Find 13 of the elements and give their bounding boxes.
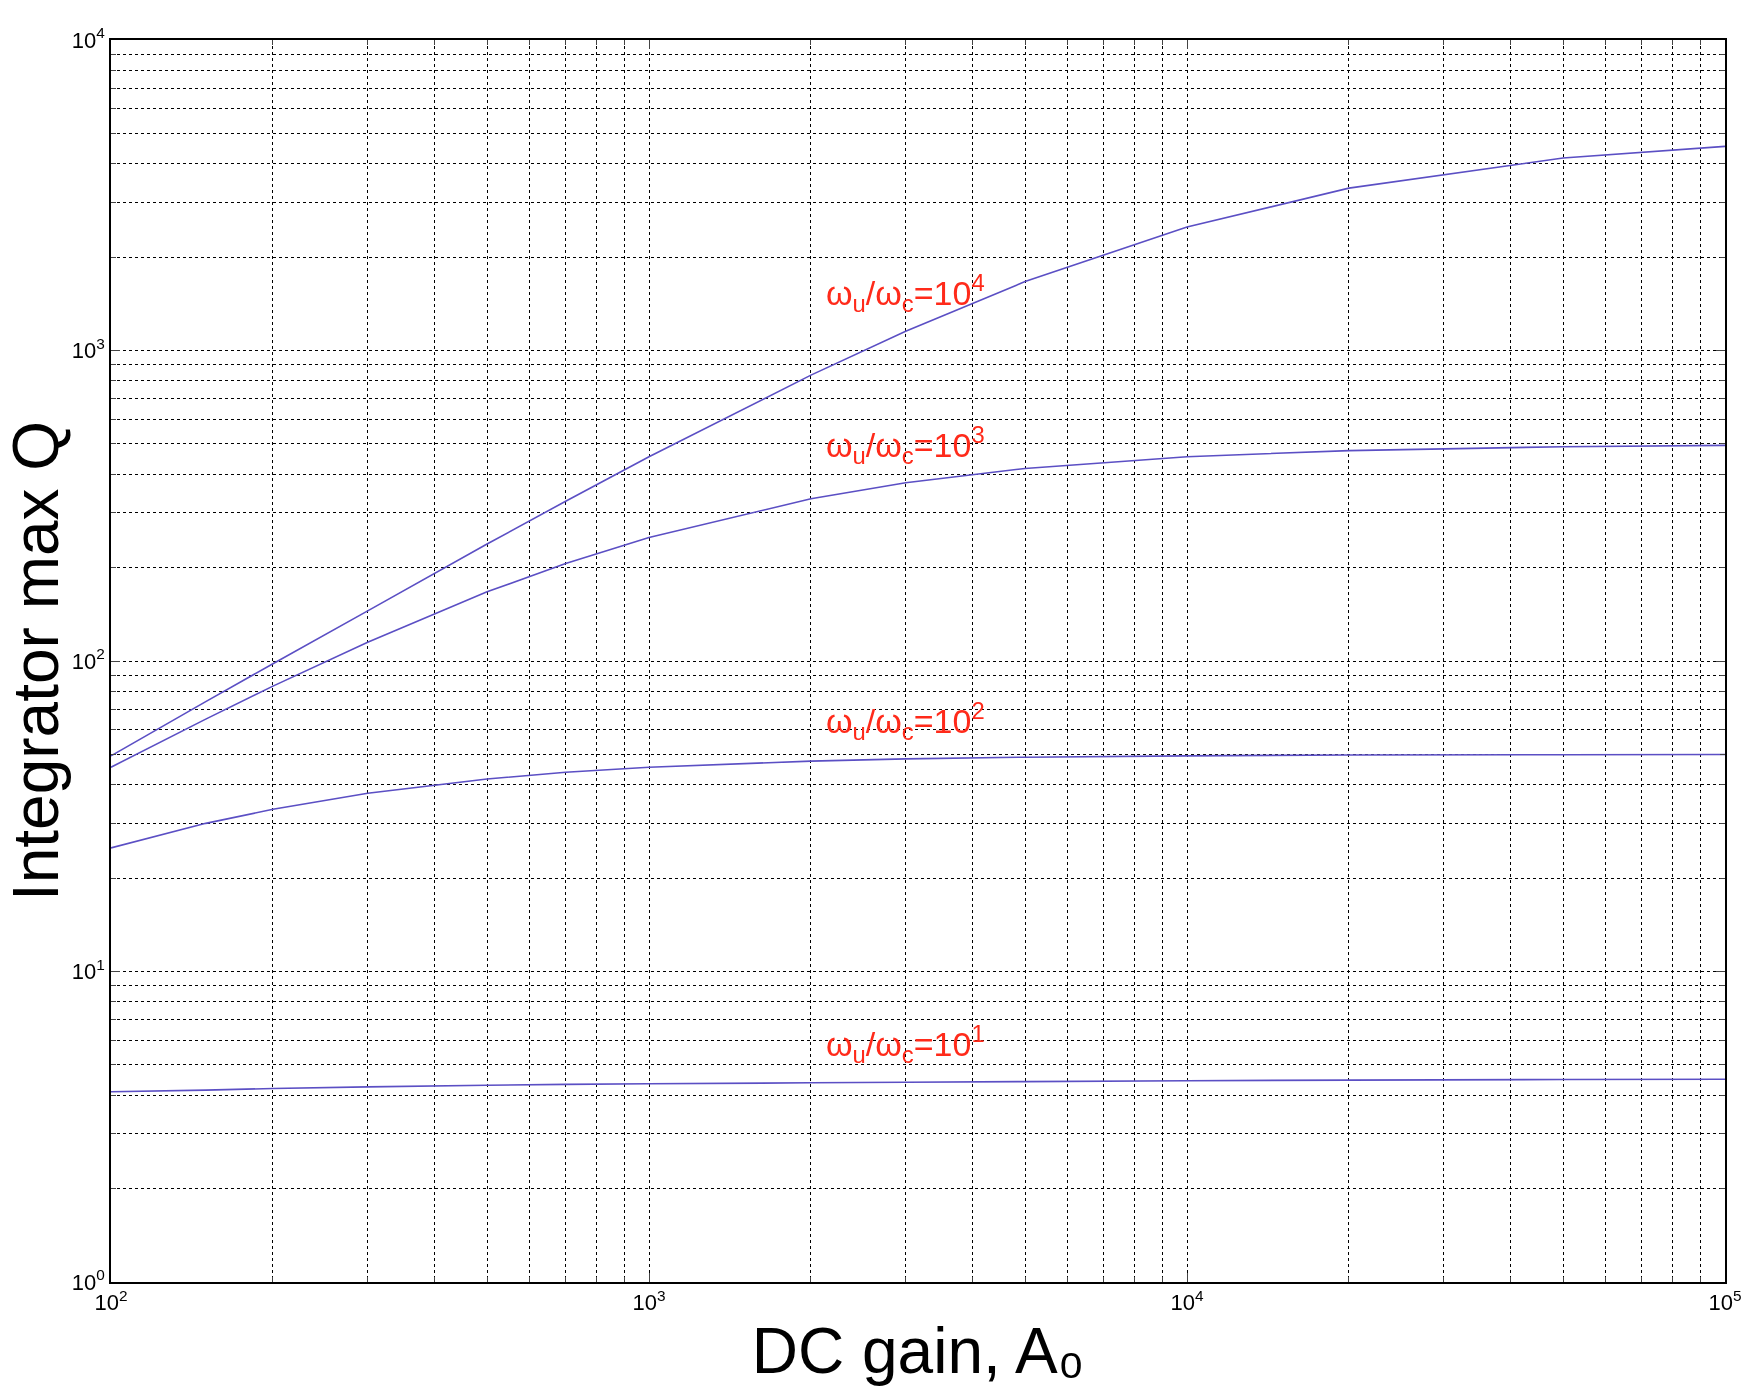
series-label: ω$_{u}$/ω$_{c}$=10$^{4}$ (826, 269, 985, 318)
series-label: ω$_{u}$/ω$_{c}$=10$^{1}$ (826, 1020, 985, 1069)
series-label: ω$_{u}$/ω$_{c}$=10$^{2}$ (826, 697, 985, 746)
series-label: ω$_{u}$/ω$_{c}$=10$^{3}$ (826, 421, 985, 470)
y-tick-label: 10$^{4}$ (71, 24, 106, 53)
y-tick-label: 10$^{1}$ (71, 955, 105, 985)
y-axis-title: Integrator max Q (0, 420, 72, 902)
y-tick-label: 10$^{2}$ (71, 645, 105, 674)
x-tick-label: 10$^{3}$ (632, 1286, 666, 1316)
x-axis-title: DC gain, A₀ (751, 1315, 1085, 1387)
y-tick-label: 10$^{3}$ (71, 334, 105, 364)
x-tick-label: 10$^{5}$ (1708, 1286, 1742, 1316)
x-tick-label: 10$^{4}$ (1170, 1286, 1204, 1316)
